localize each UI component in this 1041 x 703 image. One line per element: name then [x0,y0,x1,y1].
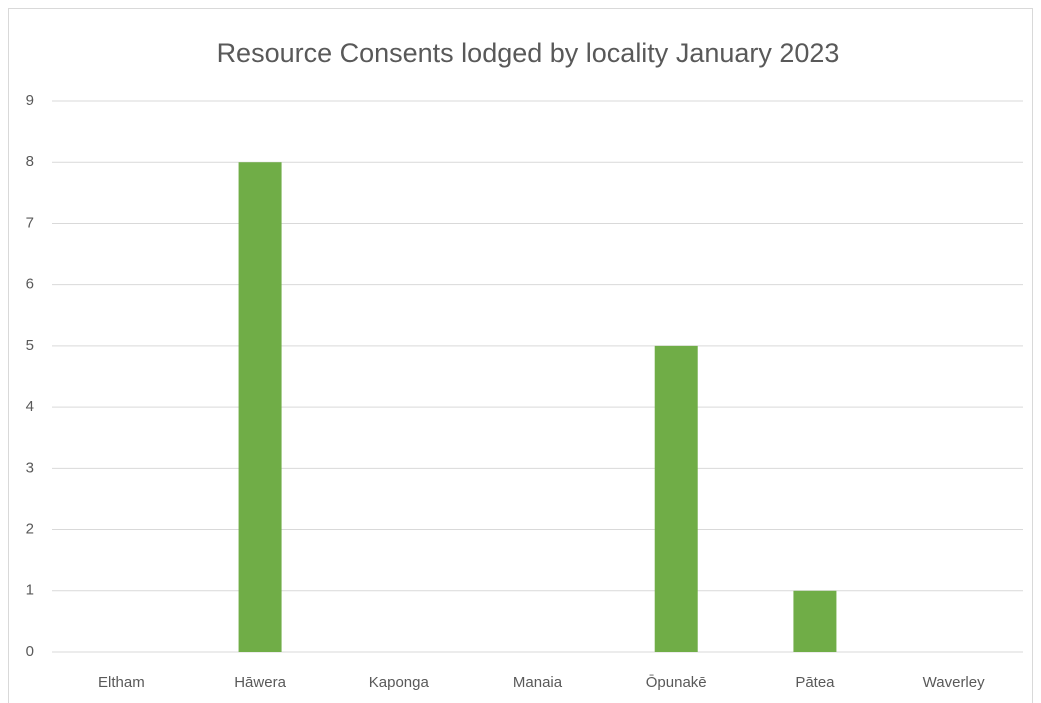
y-tick-label: 0 [26,643,34,660]
bar [793,590,837,652]
x-tick-label: Waverley [923,674,985,691]
y-tick-label: 1 [26,582,34,599]
y-tick-label: 3 [26,459,34,476]
chart-title: Resource Consents lodged by locality Jan… [217,38,840,68]
x-tick-label: Hāwera [234,674,286,691]
y-tick-label: 6 [26,276,34,293]
bar [238,162,282,652]
x-tick-label: Pātea [795,674,835,691]
y-tick-label: 4 [26,398,34,415]
y-tick-label: 9 [26,92,34,109]
bar [654,345,698,652]
chart-frame [8,8,1033,703]
y-tick-label: 2 [26,521,34,538]
y-tick-label: 5 [26,337,34,354]
x-tick-label: Kaponga [369,674,430,691]
x-tick-label: Ōpunakē [646,674,707,691]
x-tick-label: Manaia [513,674,563,691]
x-tick-label: Eltham [98,674,145,691]
y-tick-label: 7 [26,214,34,231]
y-tick-label: 8 [26,153,34,170]
